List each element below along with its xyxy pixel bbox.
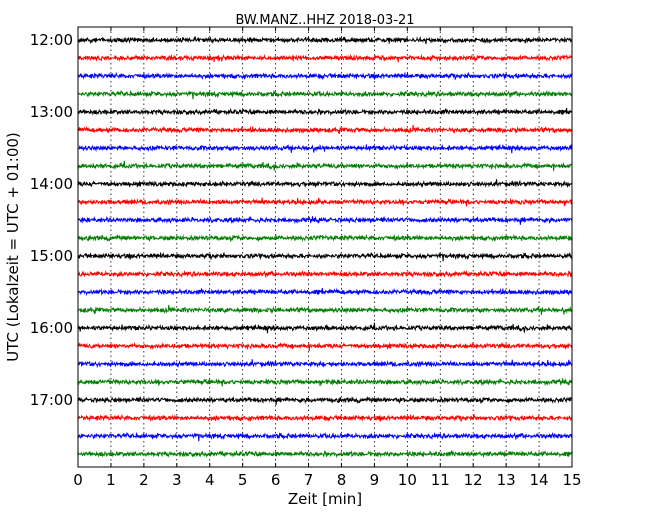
seismogram-trace bbox=[78, 269, 573, 279]
seismogram-trace bbox=[77, 197, 573, 207]
seismogram-traces bbox=[77, 35, 573, 459]
y-tick-label: 17:00 bbox=[30, 391, 73, 409]
seismogram-trace bbox=[77, 395, 573, 405]
y-tick-label: 16:00 bbox=[30, 319, 73, 337]
seismogram-trace bbox=[77, 160, 573, 172]
seismogram-trace bbox=[77, 322, 573, 334]
seismogram-trace bbox=[77, 233, 573, 243]
y-tick-label: 14:00 bbox=[30, 175, 73, 193]
x-tick-label: 4 bbox=[205, 471, 215, 489]
seismogram-trace bbox=[77, 35, 573, 45]
seismogram-trace bbox=[77, 304, 573, 315]
y-tick-label: 15:00 bbox=[30, 247, 73, 265]
seismogram-trace bbox=[77, 71, 573, 81]
x-tick-label: 5 bbox=[238, 471, 248, 489]
x-tick-label: 6 bbox=[271, 471, 281, 489]
seismogram-trace bbox=[77, 143, 573, 154]
seismogram-trace bbox=[77, 179, 572, 189]
x-tick-label: 12 bbox=[464, 471, 483, 489]
x-tick-label: 1 bbox=[106, 471, 116, 489]
x-tick-label: 13 bbox=[497, 471, 516, 489]
seismogram-trace bbox=[77, 287, 573, 297]
seismogram-trace bbox=[77, 215, 573, 225]
y-tick-label: 13:00 bbox=[30, 103, 73, 121]
x-tick-label: 11 bbox=[431, 471, 450, 489]
x-tick-label: 8 bbox=[337, 471, 347, 489]
x-tick-label: 0 bbox=[73, 471, 83, 489]
seismogram-trace bbox=[77, 413, 573, 423]
seismogram-trace bbox=[77, 341, 573, 352]
x-axis-label: Zeit [min] bbox=[288, 490, 362, 508]
x-tick-label: 14 bbox=[530, 471, 549, 489]
seismogram-trace bbox=[77, 107, 573, 117]
seismogram-trace bbox=[77, 124, 573, 135]
y-tick-label: 12:00 bbox=[30, 31, 73, 49]
seismogram-trace bbox=[77, 53, 573, 63]
y-axis-label: UTC (Lokalzeit = UTC + 01:00) bbox=[4, 132, 22, 362]
chart-title: BW.MANZ..HHZ 2018-03-21 bbox=[235, 13, 414, 28]
seismogram-trace bbox=[77, 359, 573, 369]
seismogram-trace bbox=[77, 251, 573, 262]
x-tick-label: 10 bbox=[398, 471, 417, 489]
plot-frame bbox=[77, 26, 573, 468]
x-tick-label: 9 bbox=[370, 471, 380, 489]
x-tick-label: 15 bbox=[562, 471, 581, 489]
seismogram-trace bbox=[77, 89, 573, 100]
y-axis-ticks: 12:00 13:00 14:00 15:00 16:00 17:00 bbox=[30, 31, 572, 409]
seismogram-trace bbox=[77, 377, 573, 387]
x-tick-label: 3 bbox=[172, 471, 182, 489]
x-tick-label: 7 bbox=[304, 471, 314, 489]
seismogram-trace bbox=[77, 449, 573, 459]
x-tick-label: 2 bbox=[139, 471, 149, 489]
seismogram-trace bbox=[77, 431, 573, 442]
x-axis-ticks: 0 1 2 3 4 5 6 7 8 9 10 11 12 13 14 15 bbox=[73, 27, 582, 489]
